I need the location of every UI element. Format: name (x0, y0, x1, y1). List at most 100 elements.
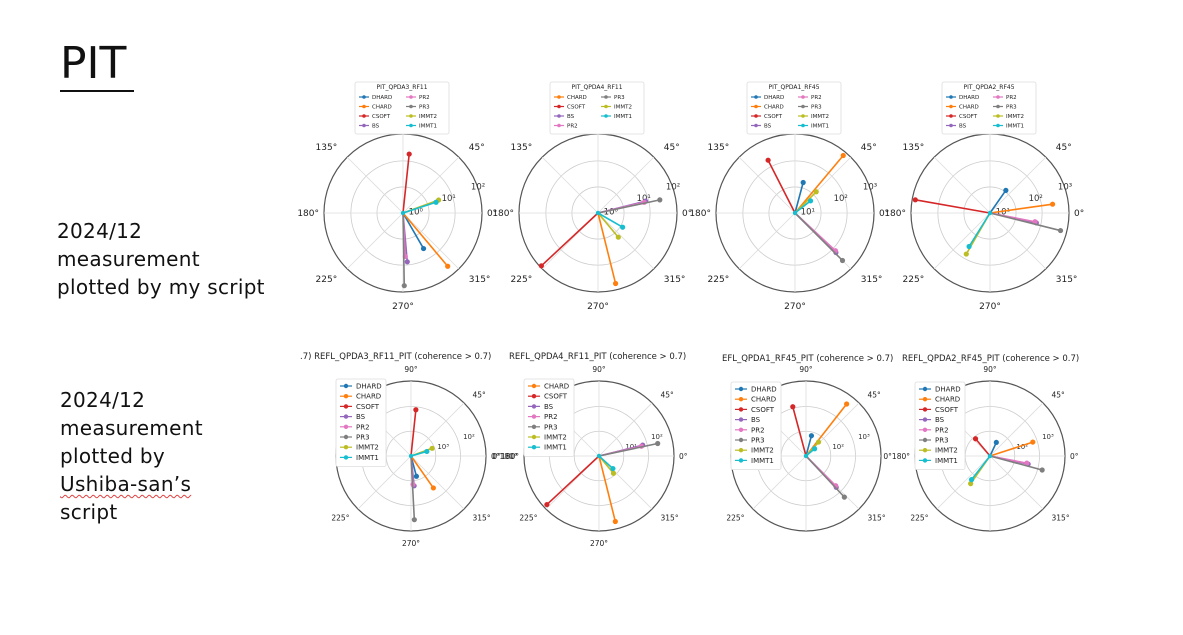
series-line-csoft (402, 153, 410, 214)
legend-label: PR3 (1006, 105, 1017, 111)
legend-swatch-dot (362, 123, 366, 128)
legend-label: IMMT1 (544, 444, 567, 452)
angle-tick-label: 0°180° (492, 452, 519, 461)
polar-spoke (410, 402, 465, 457)
legend-swatch-dot (801, 123, 805, 128)
angle-tick-label: 315° (469, 275, 491, 285)
origin-point (792, 210, 798, 216)
series-point-pr3 (657, 197, 663, 203)
legend-label: DHARD (751, 386, 777, 394)
series-point-dhard (1003, 187, 1009, 193)
legend-swatch-dot (557, 95, 561, 99)
series-point-csoft (413, 407, 419, 413)
legend-label: IMMT1 (935, 457, 958, 465)
angle-tick-label: 45° (1056, 143, 1072, 153)
row2-caption-line: measurement (60, 416, 203, 440)
series-point-chard (1030, 439, 1036, 445)
legend-swatch-dot (531, 394, 537, 399)
legend-label: IMMT1 (419, 124, 437, 130)
row1-caption-line: measurement (57, 247, 200, 271)
row1-caption: 2024/12 measurement plotted by my script (57, 217, 265, 301)
legend-swatch-dot (801, 95, 805, 99)
chart-title: PIT_QPDA1_RF45 (768, 84, 819, 91)
legend-swatch-dot (922, 427, 928, 432)
polar-chart: EFL_QPDA1_RF45_PIT (coherence > 0.7) 45° 9… (722, 354, 893, 532)
series-line-dhard (402, 212, 425, 249)
polar-spoke (989, 212, 1047, 270)
legend-swatch-dot (362, 114, 366, 118)
polar-spoke (598, 402, 653, 457)
legend-swatch-dot (754, 104, 758, 109)
legend-label: IMMT2 (935, 447, 958, 455)
polar-spoke (597, 212, 655, 270)
series-point-pr3 (841, 494, 847, 500)
legend-label: CHARD (764, 105, 784, 111)
series-point-immt2 (968, 481, 974, 487)
polar-chart: REFL_QPDA2_RF45_PIT (coherence > 0.7) 0° 4… (883, 354, 1079, 532)
polar-spoke (752, 455, 807, 510)
legend-swatch-dot (557, 114, 561, 118)
angle-tick-label: 315° (664, 275, 686, 285)
series-line-csoft (410, 409, 417, 457)
chart-title: EFL_QPDA1_RF45_PIT (coherence > 0.7) (722, 354, 893, 364)
angle-tick-label: 90° (404, 365, 418, 374)
legend-label: IMMT2 (614, 105, 632, 111)
angle-tick-label: 45° (661, 390, 675, 399)
series-point-pr3 (839, 257, 846, 264)
angle-tick-label: 270° (402, 539, 420, 548)
chart-title: REFL_QPDA4_RF11_PIT (coherence > 0.7) (509, 352, 686, 362)
angle-tick-label: 135° (511, 143, 533, 153)
radial-tick-label: 10² (666, 182, 680, 192)
angle-tick-label: 225° (511, 275, 533, 285)
angle-tick-label: 90° (983, 365, 997, 374)
series-line-csoft (792, 406, 807, 457)
legend-label: PR3 (935, 437, 949, 445)
legend-swatch-dot (738, 448, 744, 453)
legend-swatch-dot (738, 386, 744, 392)
series-line-immt1 (410, 450, 428, 457)
series-point-bs (404, 259, 410, 265)
legend-label: CHARD (544, 383, 569, 391)
legend-label: CSOFT (567, 105, 586, 111)
series-point-immt1 (424, 448, 430, 455)
legend-swatch-dot (531, 383, 537, 389)
polar-chart: 0°45°90°135°180°225°270°315°10⁰10¹10²PIT… (492, 81, 692, 312)
series-line-csoft (767, 159, 796, 214)
legend-swatch-dot (738, 407, 744, 412)
angle-tick-label: 0°180° (491, 452, 518, 461)
legend-swatch-dot (738, 437, 744, 443)
series-line-immt1 (597, 212, 624, 228)
angle-tick-label: 225° (316, 275, 338, 285)
legend-label: PR2 (356, 423, 370, 431)
origin-point (408, 453, 414, 459)
angle-tick-label: 45° (469, 143, 485, 153)
polar-spoke (738, 156, 796, 214)
series-point-chard (430, 485, 436, 491)
series-point-pr2 (1024, 460, 1030, 466)
legend-swatch-dot (343, 424, 349, 429)
legend-swatch-dot (531, 404, 537, 409)
series-point-immt1 (968, 477, 975, 483)
series-point-chard (612, 518, 618, 525)
title-underline (60, 90, 134, 92)
series-line-csoft (974, 438, 991, 457)
origin-point (595, 210, 601, 216)
legend-swatch-dot (949, 104, 953, 109)
chart-title: REFL_QPDA2_RF45_PIT (coherence > 0.7) (902, 354, 1079, 364)
legend-label: BS (935, 416, 945, 424)
legend-label: IMMT2 (419, 114, 437, 120)
polar-chart: 0°45°90°135°180°225°270°315°10¹10²10³PIT… (884, 81, 1084, 312)
legend-swatch-dot (343, 445, 349, 450)
legend-label: CHARD (751, 396, 776, 404)
row2-caption-line: 2024/12 (60, 388, 146, 412)
angle-tick-label: 270° (784, 302, 806, 312)
series-point-csoft (406, 151, 412, 157)
legend-label: PR3 (751, 437, 765, 445)
angle-tick-label: 270° (979, 302, 1001, 312)
series-point-chard (840, 152, 846, 159)
angle-tick-label: 180° (492, 209, 514, 219)
legend-label: PR3 (419, 105, 430, 111)
legend-swatch-dot (343, 414, 349, 419)
angle-tick-label: 180° (884, 209, 906, 219)
legend-label: IMMT1 (1006, 124, 1024, 130)
